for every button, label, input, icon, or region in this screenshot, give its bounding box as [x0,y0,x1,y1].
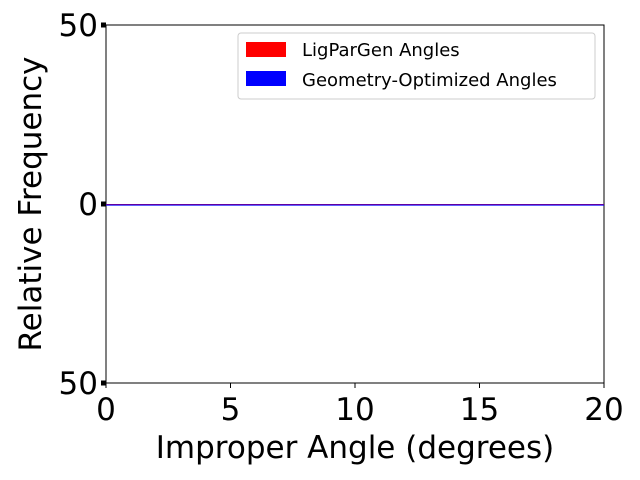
x-tick-label: 20 [584,392,623,428]
legend-label-geometry-optimized: Geometry-Optimized Angles [302,70,557,91]
y-axis-label: Relative Frequency [13,56,49,351]
x-tick-label: 5 [221,392,241,428]
y-tick-label: 0 [78,187,98,223]
x-tick-label: 15 [460,392,499,428]
legend-label-ligpargen: LigParGen Angles [302,40,460,61]
x-axis-label: Improper Angle (degrees) [156,430,554,466]
legend: LigParGen Angles Geometry-Optimized Angl… [237,32,596,100]
x-axis-ticks: 0 5 10 15 20 [96,383,624,428]
y-axis-ticks: 50 0 50 [59,8,106,402]
x-tick-label: 0 [96,392,116,428]
legend-box [237,32,596,100]
legend-swatch-ligpargen [246,42,286,57]
x-tick-label: 10 [335,392,374,428]
y-tick-label: 50 [59,366,98,402]
y-tick-label: 50 [59,8,98,44]
legend-swatch-geometry-optimized [246,71,286,86]
